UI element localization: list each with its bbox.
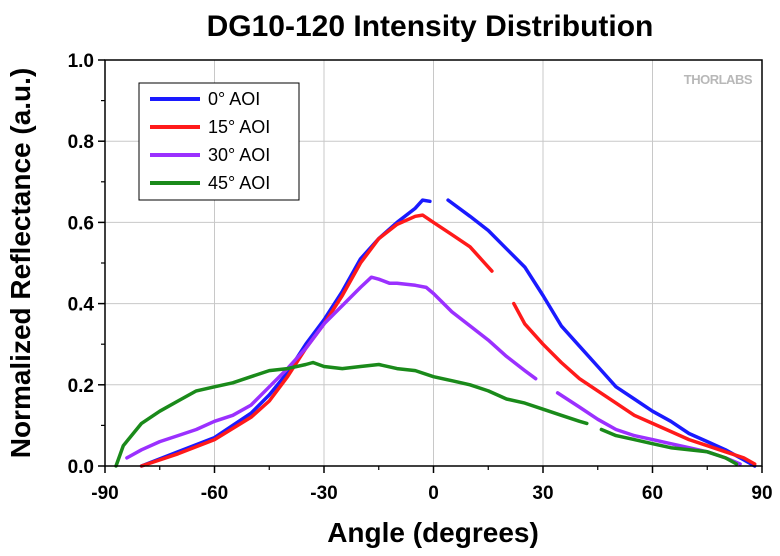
series-line — [446, 198, 757, 468]
series-line — [139, 198, 432, 468]
x-tick-label: -60 — [201, 483, 228, 504]
y-axis-label: Normalized Reflectance (a.u.) — [5, 68, 36, 459]
x-tick-label: -30 — [310, 483, 337, 504]
y-tick-label: 0.6 — [68, 213, 94, 234]
legend-label: 15° AOI — [208, 117, 270, 137]
x-axis-label: Angle (degrees) — [327, 517, 539, 548]
grid — [105, 60, 762, 466]
series-line — [599, 427, 739, 466]
chart-title: DG10-120 Intensity Distribution — [207, 10, 654, 43]
x-tick-label: 60 — [642, 483, 663, 504]
legend-box — [138, 82, 300, 201]
legend: 0° AOI 15° AOI 30° AOI 45° AOI — [138, 82, 300, 201]
axis-ticks: -90 -60 -30 0 30 60 90 0.0 0.2 0.4 0.6 0.8 1.0 — [68, 51, 773, 504]
x-tick-label: 0 — [428, 483, 439, 504]
x-tick-label: -90 — [91, 483, 118, 504]
legend-label: 0° AOI — [208, 89, 260, 109]
series-line — [114, 360, 589, 468]
legend-label: 30° AOI — [208, 145, 270, 165]
y-tick-label: 0.0 — [68, 457, 94, 478]
series-line — [139, 213, 494, 468]
y-tick-label: 0.2 — [68, 376, 94, 397]
y-tick-label: 0.8 — [68, 132, 94, 153]
series-line — [125, 275, 538, 460]
series-lines — [114, 198, 757, 468]
x-tick-label: 30 — [532, 483, 553, 504]
y-tick-label: 0.4 — [68, 295, 95, 316]
thorlabs-logo: THORLABS — [684, 72, 753, 87]
y-tick-label: 1.0 — [68, 51, 94, 72]
x-tick-label: 90 — [751, 483, 772, 504]
series-line — [512, 301, 757, 466]
legend-label: 45° AOI — [208, 173, 270, 193]
